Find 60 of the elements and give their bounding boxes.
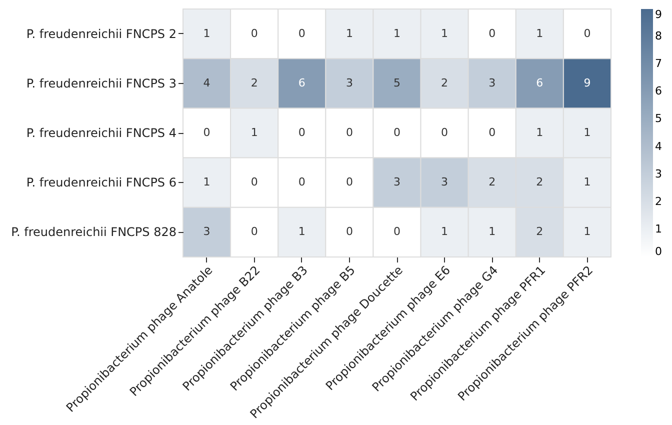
data-label: 0 — [250, 176, 258, 189]
data-label: 0 — [488, 126, 496, 139]
data-label: 1 — [203, 26, 210, 40]
color-bar-label: 1 — [655, 222, 662, 236]
data-label: 0 — [250, 225, 258, 238]
data-label: 2 — [536, 225, 544, 238]
color-bar-label: 6 — [655, 84, 662, 98]
data-label: 1 — [584, 176, 591, 189]
data-label: 2 — [250, 76, 258, 90]
data-label: 1 — [394, 26, 400, 40]
data-label: 3 — [346, 76, 353, 90]
y-tick-label: P. freudenreichii FNCPS 2 — [26, 26, 176, 41]
data-label: 2 — [441, 76, 448, 90]
data-label: 0 — [488, 26, 496, 40]
color-bar-label: 4 — [655, 140, 662, 153]
data-label: 0 — [394, 225, 400, 238]
data-label: 1 — [536, 126, 544, 139]
data-label: 9 — [584, 76, 591, 90]
data-label: 3 — [488, 76, 496, 90]
data-label: 0 — [346, 176, 353, 189]
data-label: 0 — [346, 126, 353, 139]
color-bar-label: 5 — [655, 112, 662, 126]
data-label: 1 — [536, 26, 544, 40]
data-label: 5 — [394, 76, 400, 90]
color-bar-label: 0 — [655, 245, 662, 258]
y-tick-label: P. freudenreichii FNCPS 6 — [26, 176, 176, 190]
color-bar-label: 9 — [655, 8, 662, 21]
y-tick-label: P. freudenreichii FNCPS 828 — [11, 225, 176, 240]
data-label: 1 — [441, 26, 448, 40]
data-label: 0 — [394, 126, 400, 139]
data-label: 0 — [298, 176, 306, 189]
color-bar-label: 3 — [655, 167, 662, 180]
data-label: 0 — [584, 26, 591, 40]
data-label: 1 — [203, 176, 210, 189]
data-label: 0 — [346, 225, 353, 238]
data-label: 3 — [394, 176, 400, 189]
color-bar-label: 2 — [655, 194, 662, 208]
data-label: 1 — [250, 126, 258, 139]
data-label: 1 — [488, 225, 496, 238]
data-label: 3 — [203, 225, 210, 238]
data-label: 0 — [298, 26, 306, 40]
data-label: 4 — [203, 76, 210, 90]
data-label: 6 — [298, 76, 306, 90]
data-label: 1 — [584, 225, 591, 238]
data-label: 2 — [536, 176, 544, 189]
data-label: 1 — [346, 26, 353, 40]
data-label: 1 — [441, 225, 448, 238]
color-bar-label: 7 — [655, 57, 662, 70]
data-label: 6 — [536, 76, 544, 90]
data-label: 3 — [441, 176, 448, 189]
data-label: 1 — [584, 126, 591, 139]
data-label: 0 — [203, 126, 210, 139]
y-tick-label: P. freudenreichii FNCPS 4 — [26, 126, 176, 140]
data-label: 0 — [298, 126, 306, 139]
y-tick-label: P. freudenreichii FNCPS 3 — [26, 76, 176, 90]
data-label: 2 — [488, 176, 496, 189]
data-label: 0 — [250, 26, 258, 40]
data-label: 0 — [441, 126, 448, 139]
color-bar-label: 8 — [655, 30, 662, 43]
data-label: 1 — [298, 225, 306, 238]
